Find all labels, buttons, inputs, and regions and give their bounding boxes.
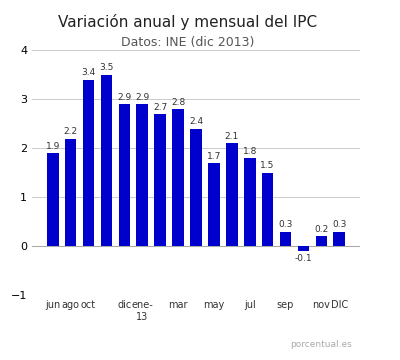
Bar [190,129,202,246]
Bar [83,80,94,246]
Text: 2.9: 2.9 [117,93,132,102]
Text: 2.1: 2.1 [225,132,239,141]
Bar [65,139,76,246]
Text: 1.9: 1.9 [46,142,60,151]
Bar [208,163,220,246]
Bar [154,114,166,246]
Text: 0.3: 0.3 [278,220,293,229]
Text: 2.4: 2.4 [189,117,203,126]
Text: 2.2: 2.2 [64,127,78,136]
Bar [316,237,327,246]
Text: 0.2: 0.2 [314,225,328,234]
Bar [280,231,291,246]
Bar [226,143,238,246]
Text: 1.8: 1.8 [242,147,257,156]
Text: -0.1: -0.1 [295,253,312,262]
Text: Variación anual y mensual del IPC: Variación anual y mensual del IPC [58,14,318,30]
Bar [47,153,58,246]
Bar [262,173,274,246]
Text: 0.3: 0.3 [332,220,346,229]
Bar [298,246,309,251]
Bar [136,104,148,246]
Text: 3.5: 3.5 [99,63,114,72]
Text: Datos: INE (dic 2013): Datos: INE (dic 2013) [121,36,255,49]
Text: 2.9: 2.9 [135,93,149,102]
Text: 2.7: 2.7 [153,103,167,112]
Text: 2.8: 2.8 [171,98,185,107]
Bar [101,75,112,246]
Text: porcentual.es: porcentual.es [290,340,352,349]
Bar [244,158,256,246]
Text: 1.5: 1.5 [260,161,275,170]
Bar [334,231,345,246]
Text: 1.7: 1.7 [207,152,221,161]
Bar [172,109,184,246]
Bar [118,104,130,246]
Text: 3.4: 3.4 [82,68,96,77]
